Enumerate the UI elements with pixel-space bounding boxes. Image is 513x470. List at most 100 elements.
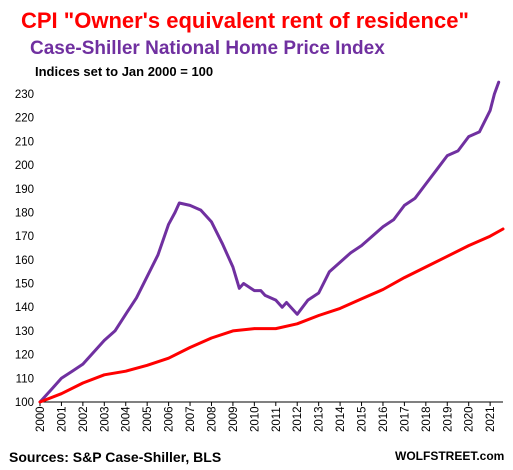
cpi-point	[210, 336, 213, 340]
cpi-point	[317, 314, 320, 317]
x-tick-label: 2015	[357, 406, 369, 432]
cpi-point	[146, 364, 149, 367]
case-shiller-point	[167, 223, 170, 226]
case-shiller-point	[317, 291, 320, 295]
cpi-point	[360, 297, 363, 301]
case-shiller-point	[488, 109, 492, 112]
case-shiller-point	[493, 92, 496, 96]
case-shiller-point	[360, 244, 363, 247]
cpi-point	[424, 265, 427, 269]
case-shiller-point	[178, 201, 181, 205]
x-tick-label: 2008	[206, 406, 218, 432]
case-shiller-point	[156, 253, 160, 257]
y-tick-label: 200	[15, 160, 34, 172]
case-shiller-point	[263, 294, 267, 297]
cpi-point	[296, 322, 299, 325]
cpi-point	[188, 346, 192, 349]
cpi-point	[124, 370, 127, 373]
cpi-point	[231, 329, 235, 333]
y-tick-label: 140	[15, 302, 34, 314]
y-tick-label: 220	[15, 113, 34, 125]
case-shiller-point	[188, 204, 192, 207]
case-shiller-point	[306, 298, 310, 302]
cpi-point	[38, 400, 42, 404]
cpi-point	[60, 392, 63, 395]
case-shiller-point	[113, 329, 117, 333]
case-shiller-point	[238, 287, 241, 290]
x-tick-label: 2016	[378, 406, 390, 432]
case-shiller-point	[199, 208, 202, 212]
cpi-point	[274, 327, 277, 330]
case-shiller-point	[81, 362, 85, 366]
cpi-point	[81, 381, 85, 385]
case-shiller-point	[253, 289, 256, 292]
chart-subtitle: Case-Shiller National Home Price Index	[30, 38, 385, 59]
case-shiller-point	[92, 351, 95, 354]
case-shiller-point	[328, 270, 331, 273]
chart-note: Indices set to Jan 2000 = 100	[35, 64, 213, 79]
case-shiller-point	[446, 154, 449, 157]
case-shiller-point	[71, 370, 74, 373]
y-tick-label: 130	[15, 326, 34, 338]
cpi-point	[167, 357, 170, 360]
x-tick-label: 2004	[121, 406, 133, 432]
cpi-point	[103, 373, 106, 376]
case-shiller-point	[231, 265, 235, 269]
x-tick-label: 2003	[99, 406, 111, 432]
case-shiller-point	[285, 301, 288, 304]
cpi-point	[253, 327, 256, 330]
y-tick-label: 120	[15, 350, 34, 362]
x-tick-label: 2009	[228, 406, 240, 432]
y-tick-label: 230	[15, 89, 34, 101]
x-tick-label: 2010	[249, 406, 261, 432]
x-tick-label: 2012	[292, 406, 304, 432]
case-shiller-point	[349, 251, 352, 254]
y-tick-label: 210	[15, 136, 34, 148]
cpi-point	[501, 227, 505, 231]
case-shiller-point	[413, 197, 417, 200]
cpi-point	[381, 288, 385, 291]
case-shiller-point	[103, 339, 106, 342]
case-shiller-point	[381, 225, 385, 228]
case-shiller-line	[38, 80, 501, 404]
x-tick-label: 2007	[185, 406, 197, 432]
x-tick-label: 2020	[464, 406, 476, 432]
case-shiller-point	[49, 389, 52, 392]
x-tick-label: 2001	[56, 406, 68, 432]
case-shiller-point	[392, 218, 395, 221]
y-tick-label: 180	[15, 207, 34, 219]
source-note: Sources: S&P Case-Shiller, BLS	[9, 449, 221, 465]
case-shiller-point	[371, 235, 374, 238]
case-shiller-point	[135, 296, 138, 299]
y-axis-ticks: 100 110 120 130 140 150 160 170 180 190 200 210 220 2…	[15, 89, 34, 409]
cpi-point	[467, 244, 470, 247]
case-shiller-point	[424, 182, 427, 186]
cpi-point	[488, 235, 492, 238]
y-tick-label: 190	[15, 184, 34, 196]
x-tick-label: 2002	[78, 406, 90, 432]
cpi-point	[403, 276, 406, 279]
case-shiller-point	[124, 313, 127, 316]
x-tick-label: 2006	[164, 406, 176, 432]
case-shiller-point	[478, 130, 481, 134]
y-tick-label: 150	[15, 279, 34, 291]
y-tick-label: 110	[16, 373, 34, 385]
case-shiller-point	[338, 261, 342, 264]
cpi-point	[446, 255, 449, 258]
case-shiller-point	[467, 135, 470, 138]
case-shiller-point	[173, 211, 177, 214]
x-axis-ticks: 2000 2001 2002 2003 2004 2005 2006 2007 2008 2009…	[35, 402, 497, 432]
x-tick-label: 2018	[421, 406, 433, 432]
case-shiller-point	[497, 81, 500, 84]
case-shiller-point	[60, 377, 63, 380]
case-shiller-point	[242, 282, 245, 285]
case-shiller-point	[296, 313, 299, 316]
x-tick-label: 2011	[271, 407, 283, 432]
y-tick-label: 160	[15, 255, 34, 267]
x-tick-label: 2013	[314, 406, 326, 432]
case-shiller-point	[274, 298, 277, 302]
x-tick-label: 2014	[335, 406, 347, 432]
case-shiller-point	[403, 204, 406, 207]
series-lines	[38, 80, 505, 404]
case-shiller-point	[435, 168, 438, 171]
